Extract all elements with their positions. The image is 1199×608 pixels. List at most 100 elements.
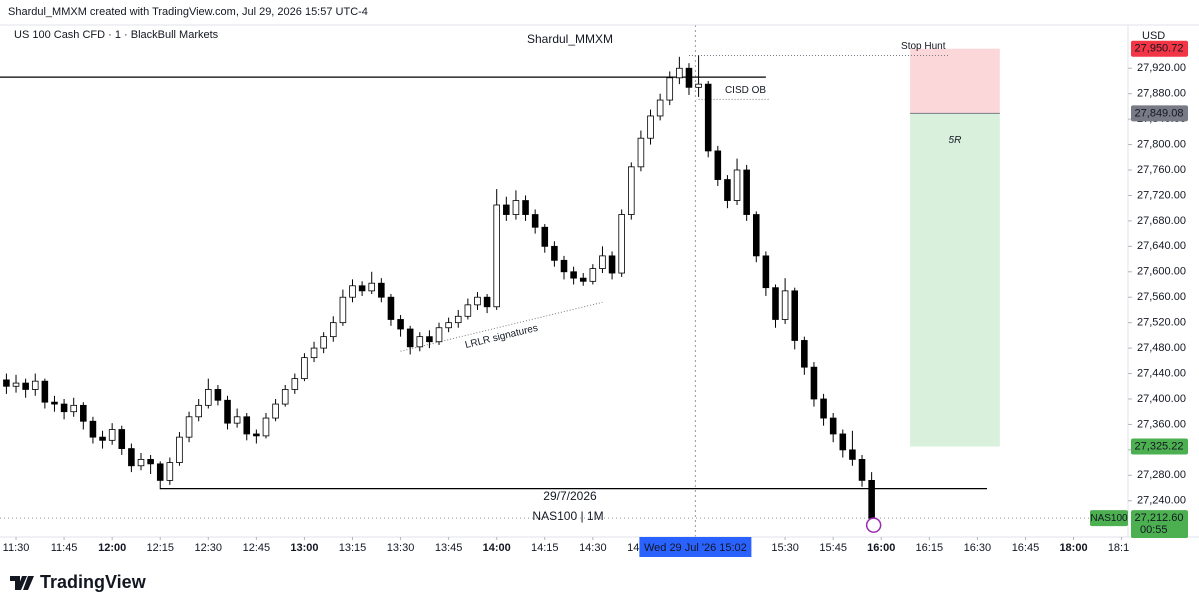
x-tick-label: 12:00 [98,542,126,554]
candle-body [301,357,308,380]
candle-body [551,245,558,261]
candle-body [445,322,452,329]
candle-body [281,389,289,405]
candle-body [320,336,327,349]
y-tick-label: 27,400.00 [1137,393,1186,405]
footer-symbol: NAS100 | 1M [532,509,603,523]
candle-body [589,268,597,282]
candle-body [147,459,154,465]
candle-body [772,287,779,320]
alert-icon [865,517,882,533]
candle-body [108,429,116,441]
candle-body [454,315,462,324]
candle-body [224,399,231,424]
candle-body [60,403,68,413]
annotation-label: Stop Hunt [901,41,946,52]
candle-body [810,366,818,400]
x-tick-label: 15:45 [819,542,847,554]
candle-body [849,449,856,460]
x-tick-label: 16:15 [916,542,944,554]
x-tick-label: 11:30 [3,542,30,554]
candle-body [801,340,808,368]
target-price-label: 27,325.22 [1135,440,1184,452]
candle-body [724,179,731,201]
x-tick-label: 14:00 [483,542,511,554]
candle-body [676,67,683,79]
x-tick-label: 12:15 [146,542,174,554]
candle-body [41,380,49,403]
candle-body [752,214,760,257]
entry-price-label-box [1131,105,1188,122]
candle-body [512,200,520,215]
stop-price-label-box [1131,40,1188,57]
candle-body [762,255,770,289]
candle-body [89,420,97,438]
candle-body [426,336,433,343]
target-price-label-box [1131,438,1188,455]
candle-body [493,204,500,308]
candle-body [714,150,722,180]
y-tick-label: 27,440.00 [1137,367,1186,379]
candle-body [435,327,443,343]
candle-body [214,389,222,401]
x-tick-label: 16:30 [964,542,992,554]
stop-price-label: 27,950.72 [1135,43,1184,55]
candle-body [541,226,549,247]
reward-zone [910,113,1000,447]
countdown: 00:55 [1140,524,1168,536]
brand-name: TradingView [40,572,147,592]
candle-body [858,459,866,481]
candle-body [80,404,87,422]
y-tick-label: 27,720.00 [1137,189,1186,201]
entry-price-label: 27,849.08 [1135,107,1184,119]
logo-mark [10,576,34,590]
y-tick-label: 27,640.00 [1137,240,1186,252]
candle-body [166,462,174,481]
candle-body [118,429,126,449]
y-tick-label: 27,880.00 [1137,88,1186,100]
candle-body [503,204,510,215]
crosshair-time-box [639,537,752,557]
candle-body [205,389,212,406]
candle-body [233,416,241,424]
x-tick-label: 14:15 [531,542,559,554]
axis-corner [1129,538,1199,559]
candle-body [608,255,616,274]
candle-body [195,404,202,418]
x-tick-label: 14:30 [579,542,607,554]
candle-body [156,463,164,481]
y-tick-label: 27,360.00 [1137,418,1186,430]
candle-body [70,404,77,413]
x-tick-label: 18:00 [1059,542,1087,554]
candle-body [406,328,414,348]
candle-body [243,416,251,435]
x-tick-label: 13:15 [339,542,367,554]
candle-body [99,436,106,441]
header: Shardul_MMXM created with TradingView.co… [8,6,368,18]
candle-body [339,296,347,324]
candle-body [310,347,318,359]
x-tick-label: 13:45 [435,542,463,554]
axes: USD27,240.0027,280.0027,320.0027,360.002… [3,30,1199,559]
candle-body [349,285,356,298]
candle-body [628,166,635,215]
candle-body [378,282,385,298]
candle-body [185,416,193,438]
candle-body [137,459,145,467]
candle-body [579,277,587,282]
candle-body [570,271,577,279]
y-tick-label: 27,280.00 [1137,469,1186,481]
candle-body [128,448,135,467]
x-tick-label: 16:00 [867,542,895,554]
y-tick-label: 27,680.00 [1137,215,1186,227]
time-axis [0,537,1199,559]
candle-body [22,382,29,390]
candle-body [522,200,529,215]
symbol-title: US 100 Cash CFD · 1 · BlackBull Markets [14,29,219,41]
candle-body [618,214,625,274]
candle-body [387,296,395,320]
brand-logo: TradingView [10,572,147,592]
candle-body [397,319,404,330]
candle-body [743,169,750,215]
